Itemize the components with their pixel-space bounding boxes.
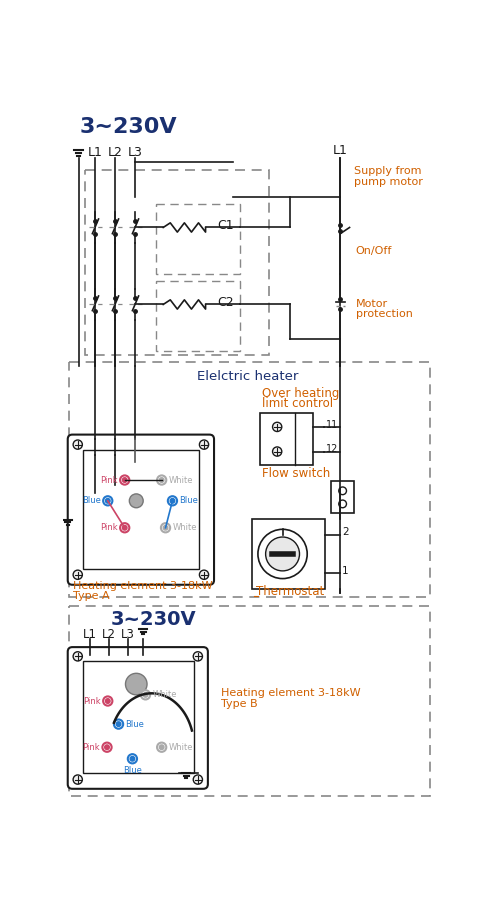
Text: Pink: Pink [83, 696, 101, 705]
Text: C1: C1 [217, 220, 234, 232]
Circle shape [73, 775, 82, 784]
Text: Heating element 3-18kW: Heating element 3-18kW [221, 688, 360, 698]
Circle shape [159, 478, 164, 482]
Text: Pink: Pink [100, 476, 118, 485]
Circle shape [122, 478, 127, 482]
Text: C2: C2 [217, 296, 234, 309]
Circle shape [273, 423, 282, 432]
Text: Over heating: Over heating [262, 387, 339, 399]
Text: Blue: Blue [123, 767, 142, 776]
Text: Supply from: Supply from [354, 167, 422, 177]
Circle shape [102, 742, 112, 751]
Circle shape [114, 720, 123, 729]
Circle shape [103, 696, 112, 705]
Text: limit control: limit control [262, 397, 333, 410]
Bar [155, 281, 240, 350]
Text: L3: L3 [121, 627, 135, 641]
Text: L1: L1 [88, 145, 103, 159]
Text: L3: L3 [128, 145, 143, 159]
Circle shape [163, 525, 168, 530]
Text: Pink: Pink [100, 523, 118, 532]
Circle shape [157, 476, 166, 485]
Circle shape [141, 690, 150, 699]
Text: White: White [172, 523, 197, 532]
Text: White: White [169, 476, 193, 485]
Text: pump motor: pump motor [354, 177, 423, 187]
Text: Type A: Type A [73, 591, 110, 601]
Circle shape [73, 651, 82, 661]
Text: White: White [152, 690, 177, 699]
Text: L1: L1 [333, 144, 348, 157]
Circle shape [105, 698, 110, 704]
FancyBboxPatch shape [68, 434, 214, 585]
Text: White: White [169, 742, 193, 751]
Circle shape [120, 523, 129, 532]
Circle shape [170, 498, 175, 503]
Circle shape [128, 754, 137, 763]
Bar [69, 605, 430, 796]
Circle shape [129, 494, 143, 508]
Text: Motor: Motor [356, 299, 388, 309]
Text: Blue: Blue [179, 496, 198, 505]
Circle shape [168, 496, 177, 505]
Text: 11: 11 [326, 420, 338, 430]
Circle shape [122, 525, 127, 530]
Text: L2: L2 [102, 627, 116, 641]
Circle shape [105, 745, 109, 750]
Circle shape [130, 757, 135, 761]
Circle shape [266, 537, 299, 571]
Circle shape [199, 440, 209, 450]
Text: L2: L2 [108, 145, 123, 159]
FancyBboxPatch shape [68, 647, 208, 788]
Text: 12: 12 [326, 444, 338, 454]
Text: Blue: Blue [82, 496, 101, 505]
Bar [69, 362, 430, 597]
Circle shape [258, 529, 307, 578]
Text: Thermostat: Thermostat [255, 585, 324, 598]
Circle shape [143, 693, 148, 697]
Bar [83, 661, 194, 773]
Text: Blue: Blue [126, 720, 145, 729]
Circle shape [103, 496, 112, 505]
Text: Flow switch: Flow switch [262, 468, 330, 480]
Text: On/Off: On/Off [356, 246, 392, 256]
Circle shape [126, 673, 147, 695]
Circle shape [199, 570, 209, 579]
Text: 2: 2 [342, 527, 348, 537]
Text: 3~230V: 3~230V [111, 610, 197, 629]
Circle shape [161, 523, 170, 532]
Circle shape [73, 440, 82, 450]
Circle shape [73, 570, 82, 579]
Circle shape [116, 722, 121, 726]
Text: Type B: Type B [221, 699, 257, 709]
Circle shape [273, 447, 282, 456]
Circle shape [105, 498, 110, 503]
Bar [83, 450, 198, 569]
Bar [252, 519, 325, 588]
Text: Elelctric heater: Elelctric heater [197, 369, 298, 383]
Text: protection: protection [356, 309, 413, 319]
Circle shape [159, 745, 164, 750]
Circle shape [120, 476, 129, 485]
Text: 1: 1 [342, 566, 348, 576]
Circle shape [157, 742, 166, 751]
Text: Heating element 3-18kW: Heating element 3-18kW [73, 581, 213, 591]
Circle shape [193, 651, 202, 661]
Bar [331, 481, 354, 514]
Text: L1: L1 [83, 627, 97, 641]
Text: Pink: Pink [83, 742, 100, 751]
Text: 3~230V: 3~230V [80, 117, 177, 137]
Bar [260, 413, 313, 466]
Circle shape [193, 775, 202, 784]
Bar [155, 205, 240, 274]
Bar [85, 169, 269, 354]
